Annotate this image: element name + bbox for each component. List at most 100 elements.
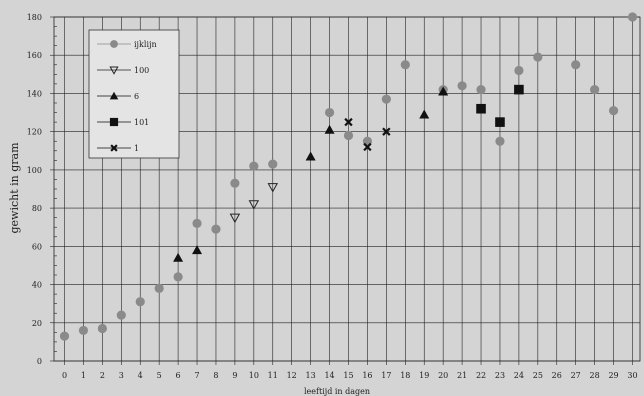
- data-point: [627, 12, 638, 22]
- legend-item: ijklijn: [97, 40, 157, 49]
- x-tick-label: 8: [213, 371, 218, 380]
- x-tick-label: 26: [552, 371, 562, 380]
- data-point: [495, 136, 505, 146]
- y-tick-label: 80: [32, 204, 42, 213]
- data-point: [363, 142, 372, 152]
- plot-marks: [59, 12, 638, 341]
- data-point: [324, 124, 335, 134]
- series-ijklijn: [59, 12, 638, 341]
- data-point: [495, 117, 505, 127]
- y-tick-label: 40: [32, 281, 42, 290]
- data-point: [211, 224, 221, 234]
- y-tick-label: 100: [27, 166, 42, 175]
- data-point: [116, 310, 126, 320]
- legend-box: [88, 29, 180, 159]
- data-point: [514, 84, 524, 95]
- x-tick-label: 13: [306, 371, 316, 380]
- x-tick-label: 21: [457, 371, 467, 380]
- data-point: [343, 130, 354, 141]
- x-tick-label: 22: [476, 371, 486, 380]
- x-tick-label: 24: [514, 371, 524, 380]
- data-point: [97, 323, 107, 334]
- data-point: [571, 60, 581, 70]
- x-tick-label: 7: [194, 371, 199, 380]
- data-point: [59, 331, 70, 341]
- data-point: [476, 85, 486, 95]
- x-tick-label: 6: [176, 371, 181, 380]
- x-axis: 0 1 2 3 4 5 6 7 8 9 10 11 12 13 14 15 16 17 18 19 20 21 22 23 24…: [62, 361, 638, 380]
- x-tick-label: 18: [400, 371, 410, 380]
- x-tick-label: 25: [533, 371, 543, 380]
- x-tick-label: 3: [119, 371, 124, 380]
- y-axis: 0 20 40 60 80 100 120 140 160 180: [27, 13, 54, 366]
- data-point: [268, 159, 278, 169]
- data-point: [457, 81, 467, 91]
- x-tick-label: 17: [381, 371, 391, 380]
- legend: ijklijn 100 6 101 1: [88, 29, 180, 159]
- y-tick-label: 180: [27, 13, 42, 22]
- legend-item: 1: [97, 144, 139, 153]
- data-point: [154, 283, 164, 293]
- data-point: [400, 60, 410, 70]
- legend-marker: [110, 144, 118, 152]
- data-point: [438, 86, 449, 96]
- y-axis-title: gewicht in gram: [8, 142, 21, 234]
- y-tick-label: 140: [27, 89, 42, 98]
- x-tick-label: 23: [495, 371, 505, 380]
- y-tick-label: 60: [32, 242, 42, 251]
- x-tick-label: 5: [157, 371, 162, 380]
- x-tick-label: 14: [324, 371, 334, 380]
- legend-marker: [110, 40, 118, 48]
- data-point: [381, 94, 391, 104]
- series-101: [476, 84, 524, 127]
- data-point: [135, 297, 145, 307]
- data-point: [419, 109, 430, 119]
- y-tick-label: 120: [27, 128, 42, 137]
- data-point: [78, 325, 89, 336]
- data-point: [230, 178, 240, 188]
- grid: [53, 16, 641, 362]
- series-100: [229, 183, 279, 224]
- data-point: [608, 106, 619, 116]
- data-point: [305, 151, 316, 161]
- legend-marker: [109, 91, 119, 100]
- x-tick-label: 20: [438, 371, 448, 380]
- data-point: [249, 161, 259, 171]
- data-point: [248, 200, 260, 210]
- x-tick-label: 0: [62, 371, 67, 380]
- legend-item: 6: [97, 91, 139, 101]
- data-point: [173, 252, 184, 262]
- y-tick-label: 20: [32, 319, 42, 328]
- legend-marker: [109, 66, 119, 75]
- series-6: [173, 86, 449, 262]
- data-point: [476, 103, 486, 114]
- x-tick-label: 28: [590, 371, 600, 380]
- data-point: [192, 245, 203, 255]
- x-tick-label: 16: [362, 371, 372, 380]
- y-tick-label: 0: [37, 357, 42, 366]
- data-point: [590, 85, 600, 95]
- legend-label: 1: [134, 144, 139, 153]
- legend-label: ijklijn: [134, 40, 157, 49]
- data-point: [382, 127, 391, 136]
- legend-label: 101: [134, 118, 149, 127]
- data-point: [324, 107, 335, 118]
- x-tick-label: 30: [627, 371, 637, 380]
- x-tick-label: 2: [100, 371, 105, 380]
- x-tick-label: 4: [138, 371, 143, 380]
- legend-item: 100: [97, 66, 149, 75]
- x-axis-title: leeftijd in dagen: [304, 387, 370, 396]
- y-tick-label: 160: [27, 51, 42, 60]
- data-point: [192, 218, 202, 228]
- data-point: [173, 272, 183, 282]
- x-tick-label: 11: [268, 371, 278, 380]
- x-tick-label: 1: [81, 371, 86, 380]
- legend-item: 101: [97, 117, 149, 127]
- legend-label: 6: [134, 92, 139, 101]
- data-point: [533, 52, 543, 62]
- x-tick-label: 19: [419, 371, 429, 380]
- legend-label: 100: [134, 66, 149, 75]
- data-point: [229, 213, 241, 224]
- x-tick-label: 12: [287, 371, 297, 380]
